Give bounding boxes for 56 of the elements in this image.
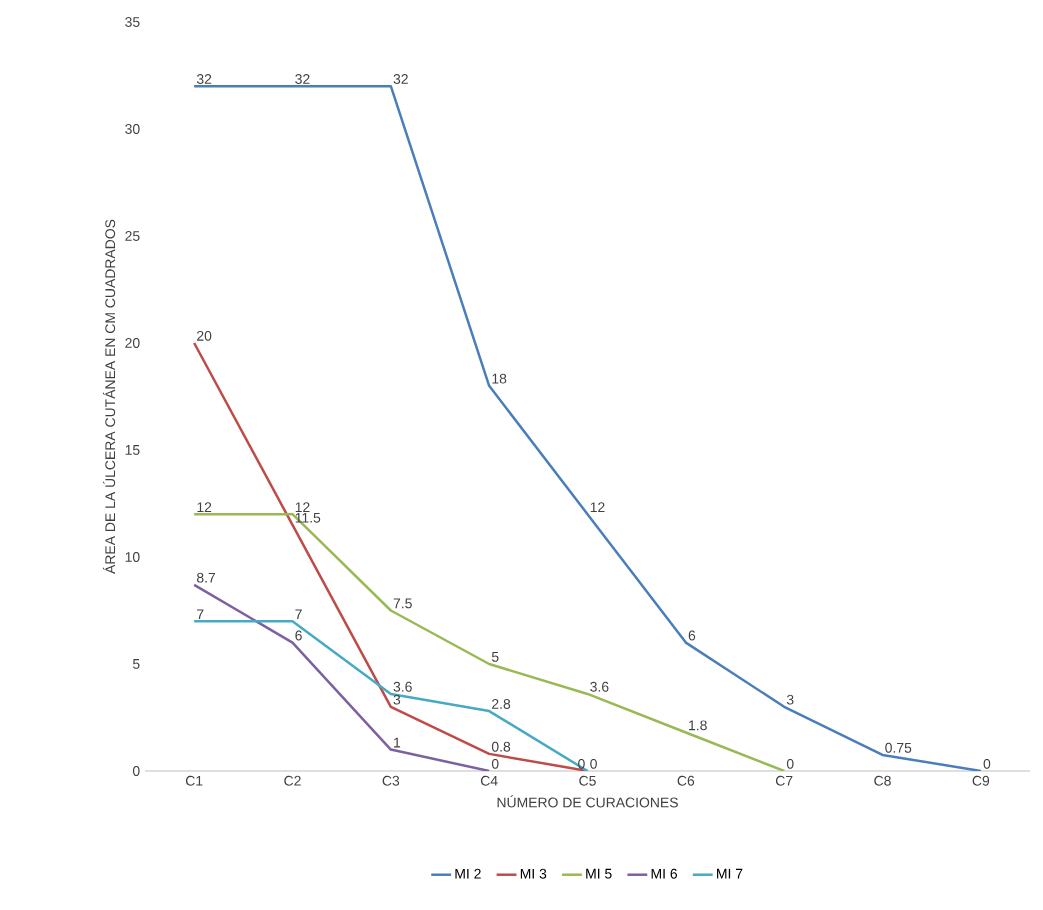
data-label: 12 xyxy=(295,502,310,512)
line-series xyxy=(192,619,589,771)
y-tick-label: 0 xyxy=(132,766,140,776)
data-label: 3.6 xyxy=(393,681,412,692)
data-label: 3 xyxy=(393,694,401,705)
x-tick-label: C1 xyxy=(185,775,203,786)
line-series xyxy=(192,512,786,771)
legend-label: MI 5 xyxy=(586,868,612,879)
data-label: 0 xyxy=(786,758,794,769)
data-label: 12 xyxy=(590,502,605,512)
data-label: 6 xyxy=(295,630,302,641)
data-label: 3.6 xyxy=(590,681,609,692)
legend-label: MI 3 xyxy=(520,868,547,879)
x-tick-label: C6 xyxy=(677,775,695,786)
x-tick-label: C9 xyxy=(972,775,990,786)
data-label: 7.5 xyxy=(393,598,412,609)
line-series xyxy=(192,583,491,771)
data-label: 2.8 xyxy=(492,698,511,709)
y-tick-label: 35 xyxy=(125,17,140,27)
data-label: 7 xyxy=(197,609,204,619)
data-label: 32 xyxy=(196,74,212,84)
x-tick-label: C2 xyxy=(284,775,301,786)
y-tick-label: 15 xyxy=(125,445,140,455)
data-label: 12 xyxy=(197,502,212,512)
legend-label: MI 7 xyxy=(717,868,743,879)
data-label: 6 xyxy=(688,630,696,641)
data-label: 1 xyxy=(394,737,401,748)
data-label: 0 xyxy=(983,758,991,769)
data-label: 7 xyxy=(295,609,302,619)
data-label: 0.8 xyxy=(491,741,511,752)
data-label: 0 xyxy=(491,758,499,769)
legend-label: MI 2 xyxy=(455,868,481,879)
data-label: 0 xyxy=(590,758,597,769)
data-label: 20 xyxy=(197,330,212,341)
x-tick-label: C8 xyxy=(874,775,891,786)
y-tick-label: 30 xyxy=(125,124,140,134)
x-tick-label: C7 xyxy=(775,775,793,786)
data-label: 18 xyxy=(492,373,507,384)
data-label: 0.75 xyxy=(885,742,912,753)
y-tick-label: 20 xyxy=(125,338,140,348)
x-axis-title: NÚMERO DE CURACIONES xyxy=(497,795,678,808)
y-tick-label: 10 xyxy=(125,552,140,562)
legend-label: MI 6 xyxy=(651,868,678,879)
y-tick-label: 25 xyxy=(125,231,140,241)
data-label: 8.7 xyxy=(196,572,216,583)
data-label: 0 xyxy=(578,758,585,769)
data-label: 32 xyxy=(393,74,408,84)
data-label: 5 xyxy=(491,652,499,662)
data-label: 3 xyxy=(786,694,794,705)
data-label: 32 xyxy=(295,74,310,84)
x-tick-label: C3 xyxy=(382,775,400,786)
y-tick-label: 5 xyxy=(132,659,140,669)
y-axis-title: ÁREA DE LA ÚLCERA CUTÁNEA EN CM CUADRADOS xyxy=(102,219,116,574)
x-tick-label: C5 xyxy=(579,775,596,786)
x-tick-label: C4 xyxy=(480,775,498,786)
data-label: 1.8 xyxy=(689,720,707,731)
